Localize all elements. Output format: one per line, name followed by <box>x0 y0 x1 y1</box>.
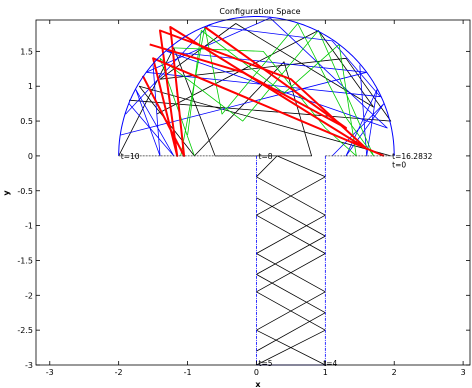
y-tick-label-7: -1.5 <box>17 256 33 265</box>
time-annotation-4: t=8 <box>259 152 273 161</box>
boundary-semicircle <box>118 16 395 156</box>
time-annotation-3: t=10 <box>121 152 140 161</box>
y-tick-label-5: -0.5 <box>17 187 33 196</box>
y-axis-label: y <box>2 190 11 196</box>
trajectory-series-7 <box>128 65 175 157</box>
x-tick-label-2: -2 <box>115 368 123 377</box>
x-tick-label-5: 1 <box>323 368 328 377</box>
x-tick-label-4: 0 <box>254 368 259 377</box>
trajectory-series-6 <box>331 65 385 157</box>
time-annotation-1: t=16.2832 <box>392 152 432 161</box>
x-tick-label-7: 3 <box>461 368 466 377</box>
y-tick-label-1: 1.5 <box>20 47 33 56</box>
y-tick-label-4: 0 <box>28 152 33 161</box>
trajectory-series-10 <box>141 26 385 157</box>
axis-ticks: -3 -2 -1 0 1 2 3 1.5 1 0.5 0 -0.5 -1 -1.5 -2 -2.5 -3 <box>17 20 470 377</box>
y-tick-label-3: 0.5 <box>20 117 33 126</box>
y-tick-label-6: -1 <box>25 222 33 231</box>
time-annotation-6: t=4 <box>323 359 337 368</box>
trajectory-series-11 <box>149 26 347 129</box>
trajectory-series-9 <box>173 30 357 157</box>
x-tick-label-3: -1 <box>184 368 192 377</box>
time-annotation-5: t=5 <box>259 359 273 368</box>
x-tick-label-6: 2 <box>392 368 397 377</box>
y-tick-label-2: 1 <box>28 82 33 91</box>
y-tick-label-9: -2.5 <box>17 326 33 335</box>
chart-title: Configuration Space <box>219 7 300 16</box>
trajectory-series-2 <box>118 47 326 366</box>
x-tick-label-1: -3 <box>46 368 54 377</box>
trajectory-series-3 <box>128 23 392 122</box>
axes-frame <box>35 19 471 366</box>
trajectory-series-1 <box>138 61 391 366</box>
time-annotation-2: t=0 <box>392 160 406 169</box>
x-axis-label: x <box>255 380 261 388</box>
trajectory-series-8 <box>159 23 375 157</box>
y-tick-label-8: -2 <box>25 291 33 300</box>
y-tick-label-10: -3 <box>25 361 33 370</box>
